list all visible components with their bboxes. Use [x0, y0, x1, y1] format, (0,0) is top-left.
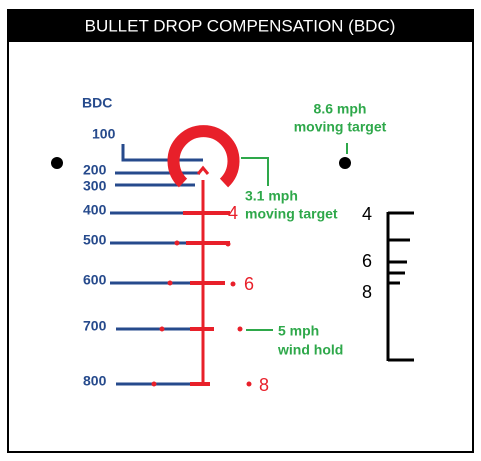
holdover-label: 8 [259, 375, 269, 395]
range-label: 100 [92, 126, 116, 142]
note: moving target [294, 119, 387, 135]
range-label: 400 [83, 202, 107, 218]
frame [7, 9, 474, 453]
range-label: 500 [83, 232, 107, 248]
bdc-label: BDC [82, 95, 112, 111]
holdover-label: 6 [244, 274, 254, 294]
note: 8.6 mph [314, 101, 367, 117]
holdover-label: 4 [228, 203, 238, 223]
note: moving target [245, 206, 338, 222]
note: wind hold [277, 342, 343, 358]
range-label: 600 [83, 272, 107, 288]
hold-dots [151, 240, 252, 387]
note: 5 mph [278, 323, 319, 339]
range-label: 200 [83, 162, 107, 178]
dot [339, 157, 351, 169]
range-label: 800 [83, 373, 107, 389]
title-bar [8, 10, 473, 42]
range-label: 300 [83, 178, 107, 194]
range-lines [110, 144, 203, 386]
scale-label: 6 [362, 251, 372, 271]
note: 3.1 mph [245, 188, 298, 204]
scale [386, 211, 414, 362]
reticle [167, 125, 240, 386]
range-label: 700 [83, 318, 107, 334]
title: BULLET DROP COMPENSATION (BDC) [85, 16, 396, 35]
scale-label: 8 [362, 282, 372, 302]
dot [51, 157, 63, 169]
scale-label: 4 [362, 204, 372, 224]
note-lines [241, 143, 348, 331]
